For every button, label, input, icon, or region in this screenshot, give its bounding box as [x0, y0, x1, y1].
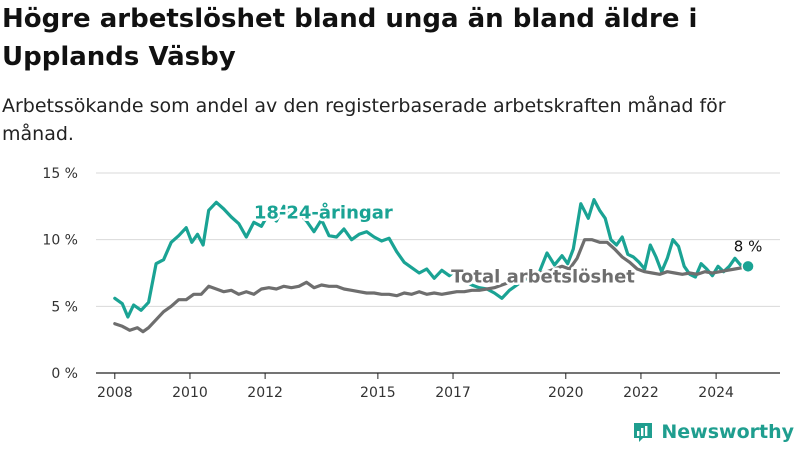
labels: 18-24-åringar Total arbetslöshet 8 % — [251, 199, 763, 290]
series-label-youth: 18-24-åringar — [254, 201, 393, 223]
series-lines — [113, 198, 750, 334]
line-chart: 0 % 5 % 10 % 15 % 2008 2010 2012 2015 2017 2020 20… — [42, 166, 780, 401]
x-tick-label: 2022 — [623, 385, 659, 401]
series-label-total: Total arbetslöshet — [451, 266, 635, 287]
axes: 0 % 5 % 10 % 15 % 2008 2010 2012 2015 2017 2020 20… — [42, 166, 780, 401]
x-tick-label: 2012 — [247, 385, 283, 401]
brand-logo: Newsworthy — [631, 420, 794, 444]
y-tick-label: 5 % — [51, 299, 78, 315]
chart-title: Högre arbetslöshet bland unga än bland ä… — [2, 4, 698, 72]
y-tick-label: 15 % — [42, 166, 78, 182]
end-point-marker — [741, 259, 755, 274]
x-tick-label: 2024 — [698, 385, 734, 401]
chart-subtitle: Arbetssökande som andel av den registerb… — [2, 95, 726, 145]
x-tick-label: 2017 — [435, 385, 471, 401]
brand-name: Newsworthy — [661, 421, 794, 443]
end-value-label: 8 % — [734, 237, 763, 255]
series-line-youth — [113, 198, 750, 319]
x-tick-label: 2015 — [360, 385, 396, 401]
x-tick-label: 2010 — [172, 385, 208, 401]
grid-lines — [96, 172, 780, 307]
y-tick-label: 10 % — [42, 233, 78, 249]
series-line-total — [113, 238, 750, 334]
bar-chart-logo-icon — [634, 423, 653, 442]
x-tick-label: 2020 — [548, 385, 584, 401]
x-tick-label: 2008 — [97, 385, 133, 401]
y-tick-label: 0 % — [51, 366, 78, 382]
